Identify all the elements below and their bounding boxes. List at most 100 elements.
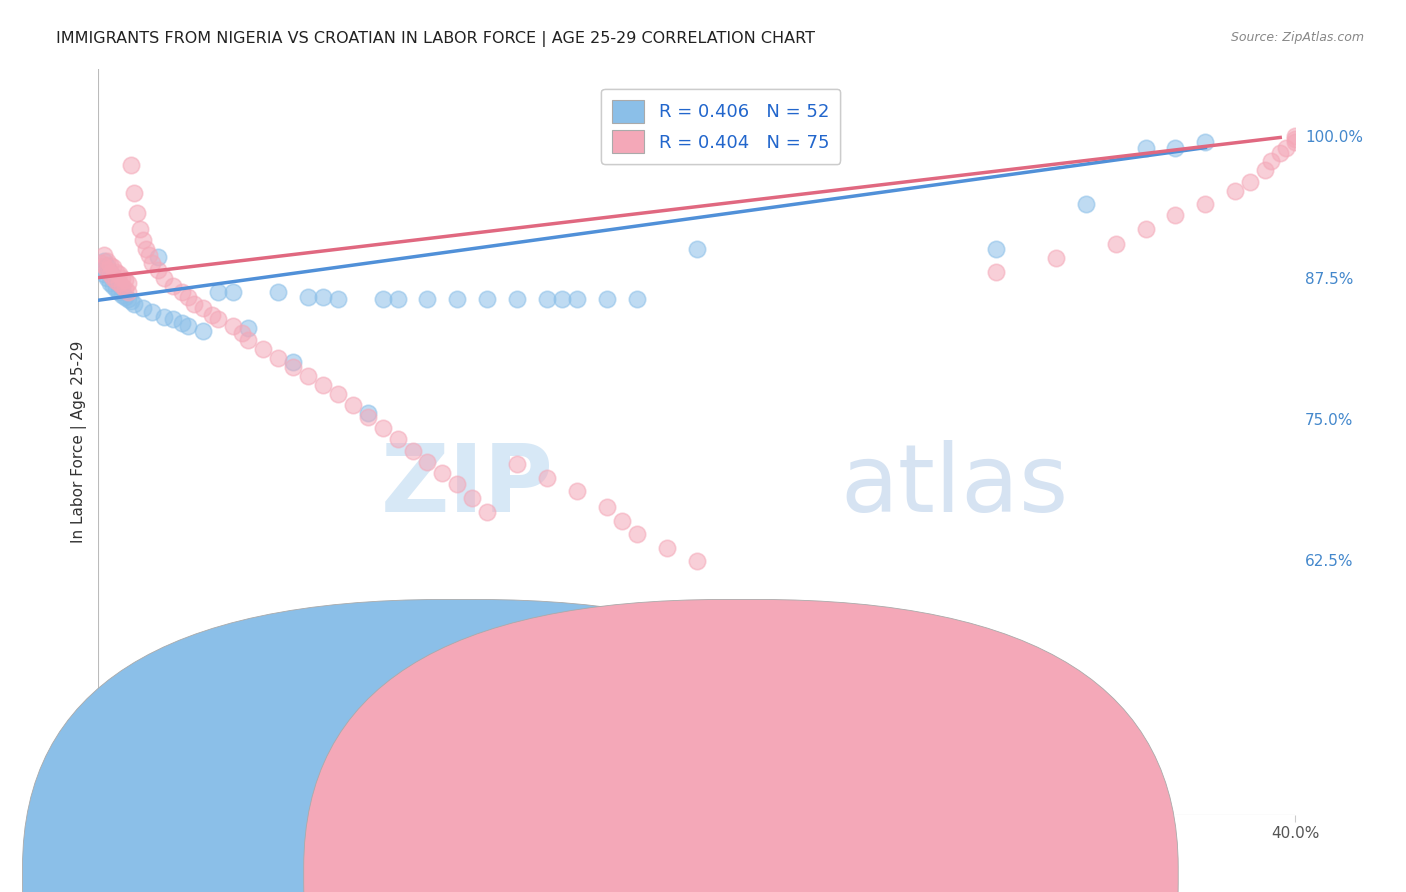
Point (416, 292, 439, 306)
Point (1164, 141, 1187, 155)
Point (326, 292, 349, 306)
Point (401, 443, 423, 458)
Point (93, 260, 115, 274)
Point (148, 250, 170, 264)
Point (222, 319, 245, 334)
Point (551, 292, 574, 306)
Point (148, 262, 170, 277)
Text: Croatians: Croatians (758, 857, 831, 872)
Point (117, 285, 139, 300)
Point (984, 265, 1007, 279)
Point (111, 281, 134, 295)
Point (686, 554, 709, 568)
Point (108, 267, 131, 281)
Point (387, 292, 409, 306)
Point (281, 359, 304, 374)
Point (1254, 163, 1277, 178)
Point (111, 278, 134, 293)
Point (98, 277, 121, 291)
Point (312, 290, 335, 304)
Point (356, 406, 378, 420)
Point (103, 260, 125, 275)
Point (114, 290, 136, 304)
Point (172, 285, 194, 300)
Point (387, 432, 409, 446)
Point (132, 301, 155, 315)
Point (153, 310, 176, 325)
Point (655, 541, 678, 555)
Point (201, 308, 224, 322)
Point (122, 296, 145, 310)
Point (984, 243, 1007, 257)
Point (231, 326, 253, 340)
Point (1135, 141, 1157, 155)
Point (1270, 146, 1292, 161)
Point (117, 277, 139, 291)
Point (626, 527, 648, 541)
Point (127, 206, 149, 220)
Y-axis label: In Labor Force | Age 25-29: In Labor Force | Age 25-29 (72, 341, 87, 542)
Text: Source: ZipAtlas.com: Source: ZipAtlas.com (1230, 31, 1364, 45)
Point (1260, 154, 1282, 169)
Point (114, 273, 136, 287)
Point (1194, 197, 1216, 211)
Point (132, 233, 155, 247)
Point (141, 304, 163, 318)
Point (96, 253, 118, 268)
Point (446, 292, 468, 306)
Point (281, 355, 304, 369)
Point (103, 269, 125, 284)
Point (1045, 252, 1067, 266)
Point (105, 282, 128, 296)
Point (103, 270, 125, 285)
Point (267, 351, 290, 365)
Point (356, 409, 378, 424)
Text: Immigrants from Nigeria: Immigrants from Nigeria (454, 857, 643, 872)
Point (297, 290, 319, 304)
Point (506, 292, 529, 306)
Text: atlas: atlas (841, 441, 1069, 533)
Point (1239, 175, 1261, 189)
Point (416, 455, 439, 469)
Point (1104, 236, 1126, 251)
Point (1164, 209, 1187, 223)
Text: IMMIGRANTS FROM NIGERIA VS CROATIAN IN LABOR FORCE | AGE 25-29 CORRELATION CHART: IMMIGRANTS FROM NIGERIA VS CROATIAN IN L… (56, 31, 815, 47)
Point (93, 253, 115, 268)
Point (565, 484, 588, 499)
Point (297, 368, 319, 383)
Point (162, 312, 184, 326)
Point (90, 262, 112, 277)
Point (105, 265, 128, 279)
Point (207, 285, 229, 300)
Point (1225, 184, 1247, 198)
Point (98, 265, 121, 279)
Point (129, 222, 152, 236)
Point (536, 471, 558, 485)
Point (477, 505, 499, 519)
Point (90, 256, 112, 270)
Point (138, 248, 160, 262)
Point (120, 158, 142, 172)
Point (371, 421, 394, 435)
Point (1275, 141, 1298, 155)
Point (103, 278, 125, 293)
Point (191, 301, 214, 315)
Point (105, 274, 128, 288)
Point (114, 282, 136, 296)
Point (371, 292, 394, 306)
Point (111, 287, 134, 301)
Point (267, 285, 290, 300)
Point (222, 285, 245, 300)
Point (183, 296, 205, 310)
Point (162, 278, 184, 293)
Point (236, 321, 259, 335)
Point (111, 270, 134, 285)
Point (93, 248, 115, 262)
Point (565, 292, 588, 306)
Point (461, 491, 484, 505)
Point (446, 477, 468, 491)
Point (1284, 131, 1306, 145)
Point (236, 333, 259, 347)
Point (96, 262, 118, 277)
Point (122, 186, 145, 200)
